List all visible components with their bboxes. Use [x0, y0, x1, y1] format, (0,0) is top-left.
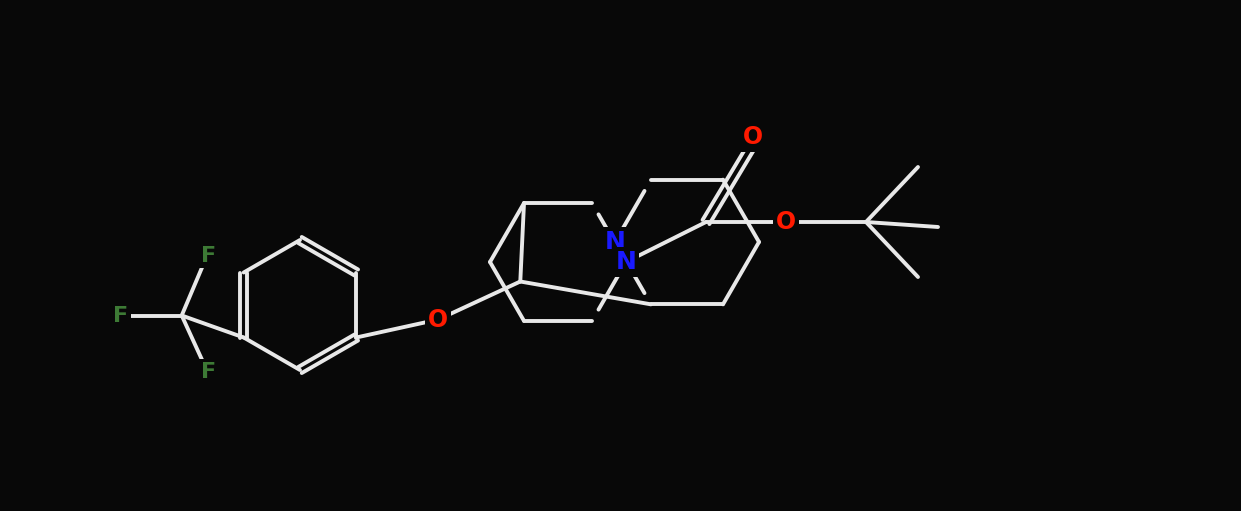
- Text: O: O: [428, 308, 448, 332]
- Text: N: N: [616, 250, 637, 274]
- Text: F: F: [201, 361, 216, 382]
- Text: F: F: [201, 245, 216, 266]
- Text: O: O: [743, 125, 763, 149]
- Text: N: N: [604, 230, 625, 254]
- Text: O: O: [776, 210, 795, 234]
- Text: F: F: [113, 306, 128, 326]
